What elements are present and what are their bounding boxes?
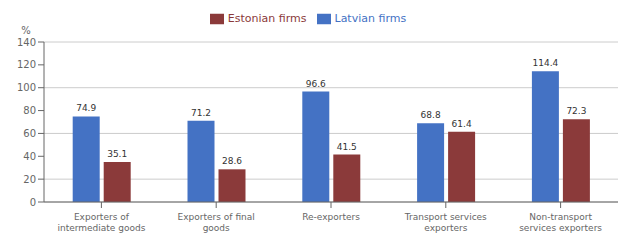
svg-text:35.1: 35.1: [107, 149, 127, 159]
svg-text:71.2: 71.2: [191, 108, 211, 118]
svg-text:41.5: 41.5: [337, 142, 357, 152]
svg-text:20: 20: [23, 174, 36, 185]
svg-text:72.3: 72.3: [566, 106, 586, 116]
svg-text:60: 60: [23, 128, 36, 139]
svg-text:0: 0: [30, 197, 36, 208]
svg-text:%: %: [21, 25, 31, 36]
html-text:Latvian firms: Latvian firms: [334, 12, 407, 25]
svg-text:80: 80: [23, 105, 36, 116]
svg-text:Re-exporters: Re-exporters: [302, 212, 360, 222]
html-text:Estonian firms: Estonian firms: [227, 12, 307, 25]
svg-text:40: 40: [23, 151, 36, 162]
svg-text:140: 140: [17, 37, 36, 48]
svg-text:Transport servicesexporters: Transport servicesexporters: [404, 212, 487, 233]
svg-text:100: 100: [17, 82, 36, 93]
svg-text:Non-transportservices exporter: Non-transportservices exporters: [519, 212, 602, 233]
svg-text:96.6: 96.6: [306, 79, 326, 89]
svg-text:114.4: 114.4: [533, 58, 559, 68]
svg-text:61.4: 61.4: [452, 119, 472, 129]
svg-text:120: 120: [17, 59, 36, 70]
svg-text:74.9: 74.9: [76, 103, 96, 113]
svg-text:Exporters ofintermediate goods: Exporters ofintermediate goods: [57, 212, 145, 233]
svg-text:Exporters of finalgoods: Exporters of finalgoods: [178, 212, 255, 233]
svg-text:68.8: 68.8: [421, 110, 441, 120]
svg-text:28.6: 28.6: [222, 156, 242, 166]
